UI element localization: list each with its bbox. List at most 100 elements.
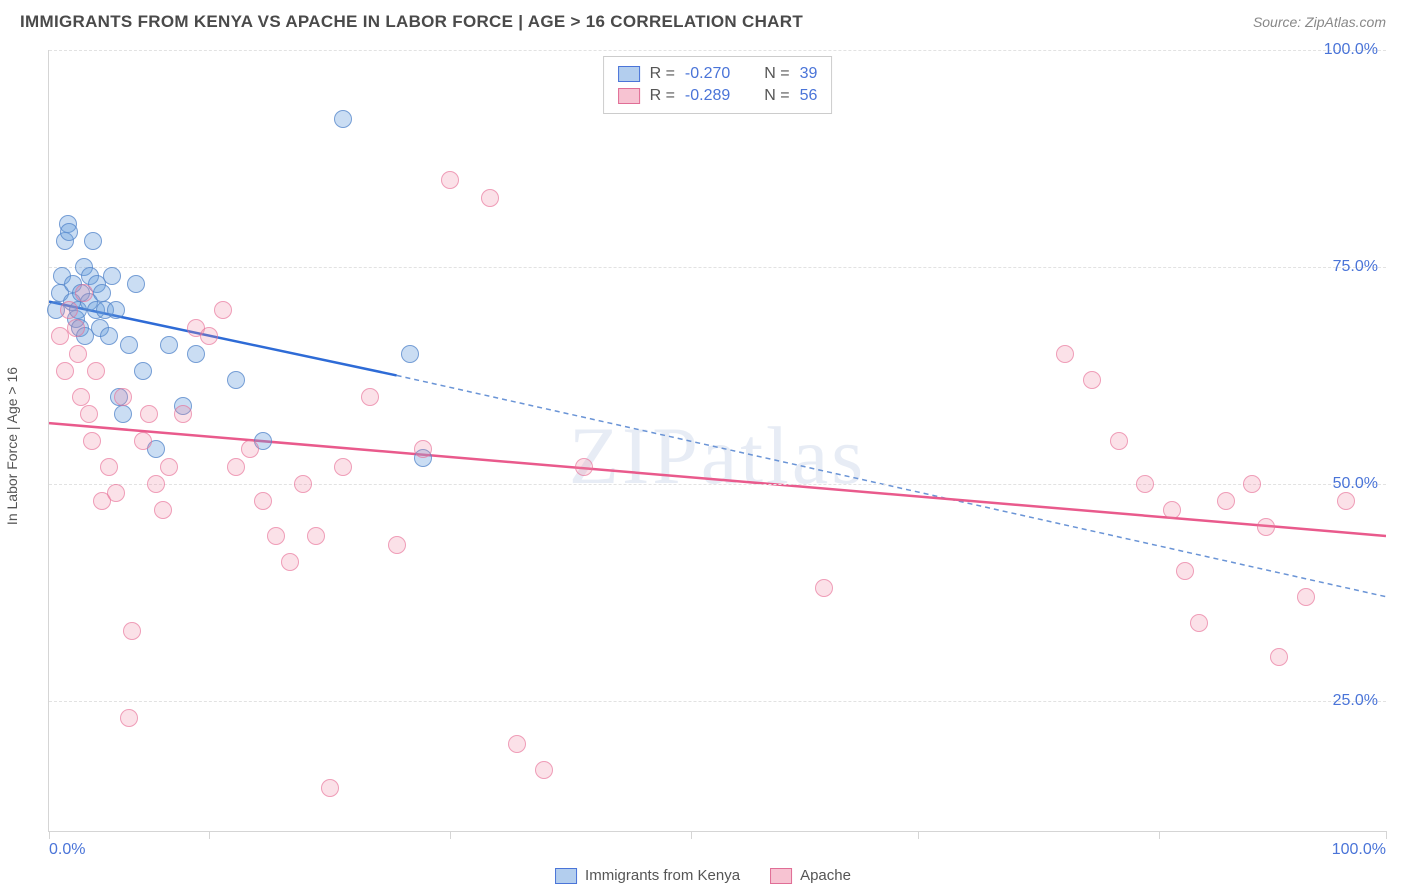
data-point — [508, 735, 526, 753]
r-label: R = — [650, 87, 675, 105]
data-point — [72, 388, 90, 406]
data-point — [127, 275, 145, 293]
data-point — [200, 327, 218, 345]
x-tick-label: 0.0% — [49, 841, 85, 859]
watermark-text: ZIPatlas — [569, 409, 866, 503]
data-point — [414, 440, 432, 458]
data-point — [84, 232, 102, 250]
data-point — [67, 319, 85, 337]
data-point — [227, 371, 245, 389]
data-point — [147, 475, 165, 493]
data-point — [388, 536, 406, 554]
swatch-icon — [618, 88, 640, 104]
data-point — [294, 475, 312, 493]
data-point — [1110, 432, 1128, 450]
data-point — [1136, 475, 1154, 493]
chart-title: IMMIGRANTS FROM KENYA VS APACHE IN LABOR… — [20, 12, 803, 32]
data-point — [100, 458, 118, 476]
r-value: -0.270 — [685, 65, 730, 83]
data-point — [140, 405, 158, 423]
data-point — [281, 553, 299, 571]
data-point — [87, 362, 105, 380]
n-value: 56 — [800, 87, 818, 105]
data-point — [1217, 492, 1235, 510]
swatch-icon — [770, 868, 792, 884]
scatter-chart: ZIPatlas R = -0.270 N = 39 R = -0.289 N … — [48, 50, 1386, 832]
data-point — [60, 223, 78, 241]
n-label: N = — [764, 87, 789, 105]
data-point — [535, 761, 553, 779]
y-tick-label: 100.0% — [1324, 41, 1378, 59]
y-axis-label: In Labor Force | Age > 16 — [4, 367, 20, 525]
series-legend: Immigrants from Kenya Apache — [555, 867, 851, 884]
data-point — [481, 189, 499, 207]
data-point — [1163, 501, 1181, 519]
gridline — [49, 267, 1386, 268]
data-point — [114, 405, 132, 423]
gridline — [49, 484, 1386, 485]
stat-row-kenya: R = -0.270 N = 39 — [618, 63, 818, 85]
data-point — [80, 405, 98, 423]
data-point — [154, 501, 172, 519]
data-point — [321, 779, 339, 797]
data-point — [107, 484, 125, 502]
n-value: 39 — [800, 65, 818, 83]
legend-label: Apache — [800, 867, 851, 884]
data-point — [1083, 371, 1101, 389]
data-point — [1243, 475, 1261, 493]
gridline — [49, 701, 1386, 702]
data-point — [1176, 562, 1194, 580]
data-point — [51, 327, 69, 345]
data-point — [1257, 518, 1275, 536]
swatch-icon — [618, 66, 640, 82]
data-point — [1337, 492, 1355, 510]
legend-item-kenya: Immigrants from Kenya — [555, 867, 740, 884]
y-tick-label: 25.0% — [1333, 692, 1378, 710]
data-point — [1056, 345, 1074, 363]
data-point — [187, 345, 205, 363]
data-point — [1270, 648, 1288, 666]
x-tick — [450, 831, 451, 839]
data-point — [134, 432, 152, 450]
y-tick-label: 50.0% — [1333, 475, 1378, 493]
data-point — [1297, 588, 1315, 606]
data-point — [160, 458, 178, 476]
data-point — [60, 301, 78, 319]
x-tick — [918, 831, 919, 839]
x-tick — [49, 831, 50, 839]
data-point — [254, 492, 272, 510]
data-point — [241, 440, 259, 458]
data-point — [1190, 614, 1208, 632]
data-point — [267, 527, 285, 545]
data-point — [214, 301, 232, 319]
x-tick — [1159, 831, 1160, 839]
x-tick — [1386, 831, 1387, 839]
y-tick-label: 75.0% — [1333, 258, 1378, 276]
source-attrib: Source: ZipAtlas.com — [1253, 14, 1386, 30]
data-point — [120, 336, 138, 354]
data-point — [401, 345, 419, 363]
data-point — [69, 345, 87, 363]
r-label: R = — [650, 65, 675, 83]
data-point — [160, 336, 178, 354]
trend-line — [397, 375, 1386, 596]
data-point — [361, 388, 379, 406]
data-point — [75, 284, 93, 302]
stat-row-apache: R = -0.289 N = 56 — [618, 85, 818, 107]
x-tick-label: 100.0% — [1332, 841, 1386, 859]
correlation-stat-box: R = -0.270 N = 39 R = -0.289 N = 56 — [603, 56, 833, 114]
gridline — [49, 50, 1386, 51]
legend-label: Immigrants from Kenya — [585, 867, 740, 884]
data-point — [123, 622, 141, 640]
x-tick — [209, 831, 210, 839]
data-point — [114, 388, 132, 406]
data-point — [100, 327, 118, 345]
data-point — [103, 267, 121, 285]
legend-item-apache: Apache — [770, 867, 851, 884]
data-point — [174, 405, 192, 423]
swatch-icon — [555, 868, 577, 884]
data-point — [93, 284, 111, 302]
data-point — [107, 301, 125, 319]
n-label: N = — [764, 65, 789, 83]
data-point — [334, 458, 352, 476]
